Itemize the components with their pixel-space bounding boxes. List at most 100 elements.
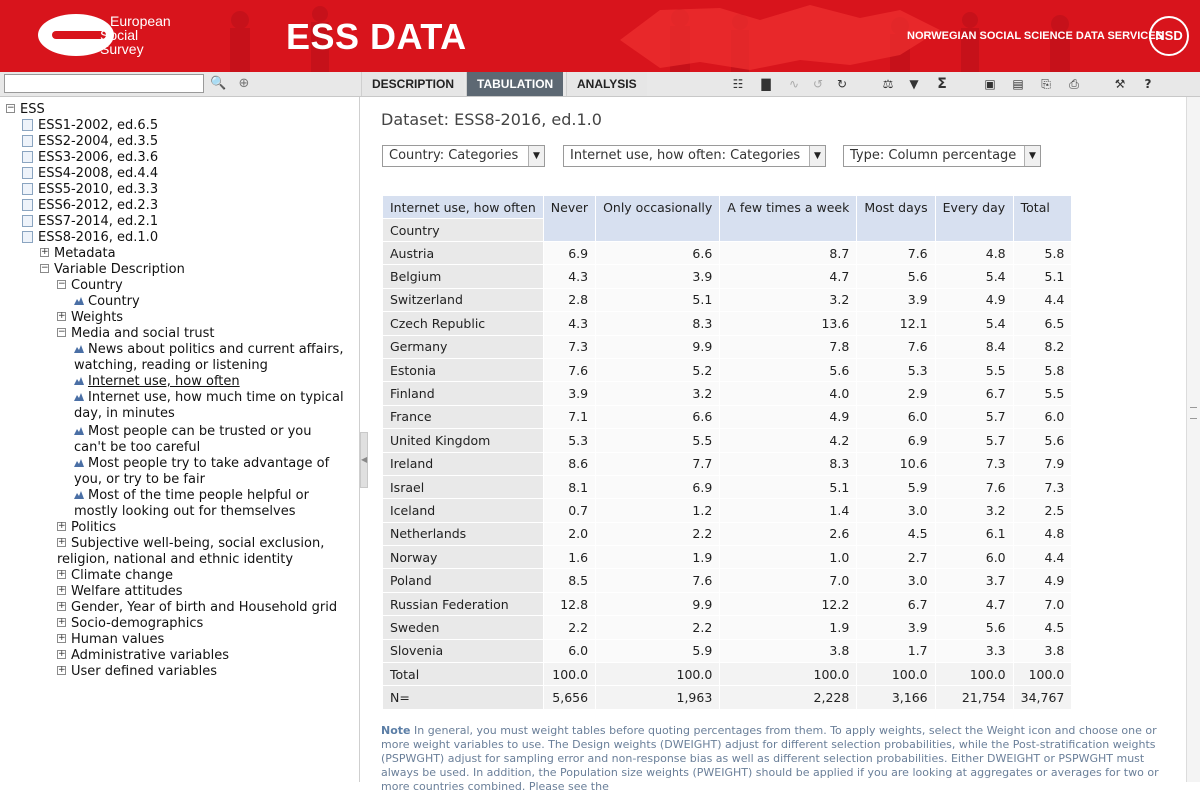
tree-node-media-var[interactable]: Most people can be trusted or you can't … (74, 424, 312, 455)
copy-icon[interactable]: ⎘ (1041, 77, 1051, 91)
table-cell: 8.2 (1012, 334, 1073, 359)
table-cell: 5.6 (1012, 428, 1073, 453)
tree-node-media-var[interactable]: Most of the time people helpful or mostl… (74, 488, 309, 519)
tree-node-round[interactable]: ESS1-2002, ed.6.5 (22, 118, 158, 134)
collapse-icon[interactable]: − (6, 103, 15, 113)
table-row: Norway 1.6 1.9 1.0 2.7 6.0 4.4 (382, 545, 1073, 570)
variable-icon (74, 459, 84, 467)
table-cell: 4.9 (719, 404, 858, 430)
table-row: Switzerland 2.8 5.1 3.2 3.9 4.9 4.4 (382, 287, 1073, 313)
tree-node-group[interactable]: + User defined variables (57, 664, 218, 679)
nsd-logo-icon[interactable]: NSD (1149, 16, 1189, 56)
save-icon[interactable]: ▣ (984, 77, 996, 91)
help-icon[interactable]: ? (1144, 77, 1152, 91)
tree-node-round-selected[interactable]: ESS8-2016, ed.1.0 (22, 230, 158, 246)
tree-node-country-group[interactable]: − Country (57, 278, 123, 293)
row-label: N= (382, 685, 544, 710)
tree-node-variable-description[interactable]: − Variable Description (40, 262, 185, 277)
tree-node-media-group[interactable]: − Media and social trust (57, 326, 215, 341)
tree-node-group[interactable]: + Socio-demographics (57, 616, 204, 631)
dataset-icon (22, 198, 33, 211)
tree-node-group[interactable]: + Subjective well-being, social exclusion… (57, 536, 325, 567)
expand-icon[interactable]: + (57, 633, 66, 643)
tree-node-group[interactable]: + Administrative variables (57, 648, 229, 663)
expand-icon[interactable]: + (57, 617, 66, 627)
ess-logo-icon[interactable] (38, 14, 114, 56)
collapse-icon[interactable]: − (40, 263, 49, 273)
table-cell: 100.0 (856, 662, 936, 687)
tree-node-round[interactable]: ESS6-2012, ed.2.3 (22, 198, 158, 214)
weights-icon[interactable]: ⚖ (882, 77, 894, 91)
row-label: Israel (382, 474, 544, 500)
table-cell: 100.0 (595, 662, 721, 687)
print-icon[interactable]: ⎙ (1069, 77, 1079, 91)
zoom-search-icon[interactable]: ⊕ (238, 76, 250, 91)
tree-node-round[interactable]: ESS3-2006, ed.3.6 (22, 150, 158, 166)
expand-icon[interactable]: + (57, 311, 66, 321)
table-row: Poland 8.5 7.6 7.0 3.0 3.7 4.9 (382, 568, 1073, 593)
expand-icon[interactable]: + (57, 585, 66, 595)
column-variable-select[interactable]: Internet use, how often: Categories ▼ (563, 145, 826, 167)
tree-node-media-var[interactable]: Most people try to take advantage of you… (74, 456, 330, 487)
scrollbar-grip-icon[interactable] (1190, 407, 1197, 419)
tree-node-round[interactable]: ESS5-2010, ed.3.3 (22, 182, 158, 198)
panel-splitter-handle[interactable]: ◀ (360, 432, 368, 488)
tree-node-round[interactable]: ESS2-2004, ed.3.5 (22, 134, 158, 150)
tab-description[interactable]: DESCRIPTION (361, 72, 465, 96)
tree-node-round[interactable]: ESS7-2014, ed.2.1 (22, 214, 158, 230)
table-cell: 5.1 (595, 287, 721, 313)
tree-node-media-var-selected[interactable]: Internet use, how often (74, 374, 344, 390)
vertical-scrollbar[interactable] (1186, 97, 1200, 782)
table-cell: 3.2 (719, 287, 858, 313)
table-cell: 2.7 (856, 545, 936, 570)
refresh-icon[interactable]: ↻ (836, 77, 848, 91)
expand-icon[interactable]: + (57, 569, 66, 579)
export-icon[interactable]: ▤ (1012, 77, 1024, 91)
table-cell: 4.0 (719, 381, 858, 406)
expand-icon[interactable]: + (57, 537, 66, 547)
percentage-type-select[interactable]: Type: Column percentage ▼ (843, 145, 1041, 167)
undo-icon[interactable]: ↺ (812, 77, 824, 91)
settings-icon[interactable]: ⚒ (1114, 77, 1126, 91)
tree-node-media-var[interactable]: Internet use, how much time on typical d… (74, 390, 344, 421)
row-variable-select[interactable]: Country: Categories ▼ (382, 145, 545, 167)
row-label: Slovenia (382, 638, 544, 664)
tab-analysis[interactable]: ANALYSIS (566, 72, 647, 96)
filter-icon[interactable]: ▼ (909, 77, 919, 91)
expand-icon[interactable]: + (57, 665, 66, 675)
tree-node-media-var[interactable]: News about politics and current affairs,… (74, 342, 344, 373)
expand-icon[interactable]: + (40, 247, 49, 257)
expand-icon[interactable]: + (57, 601, 66, 611)
tree-node-ess[interactable]: − ESS (6, 102, 45, 117)
table-cell: 3.0 (856, 568, 936, 593)
row-label: Belgium (382, 264, 544, 289)
search-input[interactable] (4, 74, 204, 93)
table-layout-icon[interactable]: ☷ (732, 77, 744, 91)
table-header-row: Internet use, how often Never Only occas… (382, 195, 1073, 242)
dataset-icon (22, 182, 33, 195)
table-cell: 1.7 (856, 638, 936, 664)
tree-node-weights[interactable]: + Weights (57, 310, 124, 325)
tree-node-group[interactable]: + Gender, Year of birth and Household gri… (57, 600, 338, 615)
table-cell: 1.6 (542, 545, 597, 570)
tree-node-group[interactable]: + Welfare attitudes (57, 584, 183, 599)
tree-node-group[interactable]: + Climate change (57, 568, 174, 583)
tree-node-round[interactable]: ESS4-2008, ed.4.4 (22, 166, 158, 182)
table-row: United Kingdom 5.3 5.5 4.2 6.9 5.7 5.6 (382, 428, 1073, 453)
expand-icon[interactable]: + (57, 649, 66, 659)
table-row: Sweden 2.2 2.2 1.9 3.9 5.6 4.5 (382, 615, 1073, 640)
collapse-icon[interactable]: − (57, 327, 66, 337)
sum-icon[interactable]: Σ (937, 76, 947, 92)
tree-node-group[interactable]: + Politics (57, 520, 117, 535)
table-cell: 6.6 (595, 404, 721, 430)
tree-node-group[interactable]: + Human values (57, 632, 165, 647)
line-chart-icon[interactable]: ∿ (788, 77, 800, 91)
dataset-icon (22, 214, 33, 227)
search-icon[interactable]: 🔍 (210, 76, 227, 91)
collapse-icon[interactable]: − (57, 279, 66, 289)
tab-tabulation[interactable]: TABULATION (466, 72, 564, 96)
tree-node-metadata[interactable]: + Metadata (40, 246, 116, 261)
expand-icon[interactable]: + (57, 521, 66, 531)
tree-node-country-var[interactable]: Country (74, 294, 140, 310)
bar-chart-icon[interactable]: ▇ (761, 77, 771, 91)
